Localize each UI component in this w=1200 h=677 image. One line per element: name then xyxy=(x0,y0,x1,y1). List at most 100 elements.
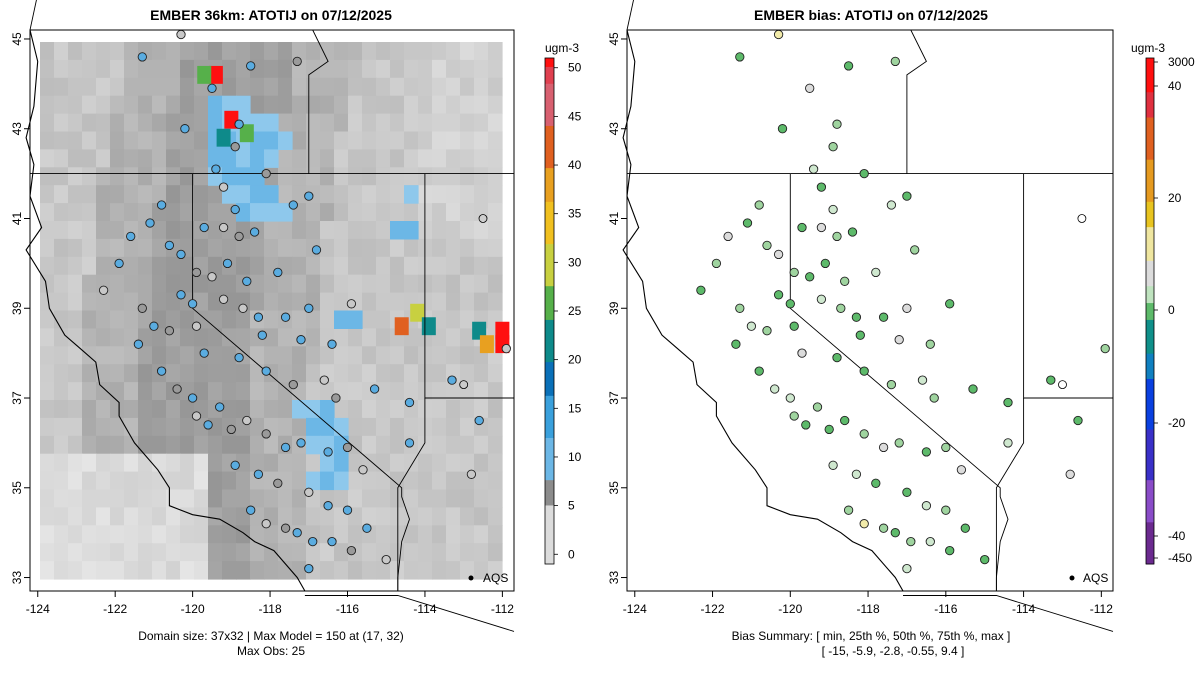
grid-cell xyxy=(264,400,279,419)
grid-cell xyxy=(306,221,321,240)
grid-cell xyxy=(152,149,167,168)
obs-point xyxy=(832,231,842,242)
grid-cell xyxy=(432,167,447,186)
grid-cell xyxy=(124,149,139,168)
right-plot-frame xyxy=(626,29,1114,592)
grid-cell xyxy=(488,435,503,455)
grid-cell xyxy=(208,453,223,473)
grid-cell xyxy=(82,167,97,186)
grid-cell xyxy=(460,131,475,150)
grid-cell xyxy=(180,328,195,347)
colorbar-segment xyxy=(1146,218,1154,228)
obs-point xyxy=(242,415,252,426)
grid-cell xyxy=(376,435,391,455)
grid-cell xyxy=(180,59,195,79)
grid-cell xyxy=(194,543,209,562)
grid-cell xyxy=(82,400,97,419)
grid-cell xyxy=(236,256,251,276)
grid-cell xyxy=(376,238,391,258)
grid-cell xyxy=(208,221,223,240)
grid-cell xyxy=(152,382,167,401)
colorbar-segment xyxy=(545,192,554,202)
grid-cell xyxy=(278,274,293,294)
grid-cell xyxy=(208,42,223,61)
colorbar-segment xyxy=(1146,201,1154,211)
grid-cell xyxy=(306,167,321,186)
grid-cell xyxy=(474,561,489,580)
grid-cell xyxy=(264,292,279,312)
grid-cell xyxy=(376,525,391,544)
grid-cell xyxy=(208,95,223,115)
obs-point xyxy=(878,312,889,322)
grid-cell xyxy=(306,131,321,150)
grid-cell xyxy=(236,95,251,115)
grid-cell xyxy=(82,346,97,365)
grid-cell xyxy=(320,561,335,580)
grid-cell xyxy=(166,149,181,168)
obs-point xyxy=(98,285,109,295)
grid-cell xyxy=(334,543,349,562)
state-boundary xyxy=(192,173,410,591)
grid-cell xyxy=(208,238,223,258)
colorbar-segment xyxy=(545,260,554,270)
grid-cell xyxy=(166,167,181,186)
obs-point xyxy=(902,563,912,574)
grid-cell xyxy=(362,77,377,97)
grid-cell xyxy=(54,274,69,294)
grid-cell xyxy=(180,417,195,437)
grid-cell xyxy=(250,400,265,419)
grid-cell xyxy=(306,256,321,276)
grid-cell xyxy=(348,203,363,222)
grid-cell xyxy=(82,95,97,115)
grid-cell xyxy=(68,292,83,312)
grid-cell xyxy=(278,400,293,419)
grid-cell xyxy=(110,42,125,61)
grid-cell xyxy=(418,95,433,115)
grid-cell xyxy=(110,489,125,508)
grid-cell xyxy=(334,59,349,79)
grid-cell xyxy=(292,77,307,97)
grid-cell xyxy=(96,167,111,186)
obs-point xyxy=(164,326,175,336)
colorbar-tick-label: 20 xyxy=(568,353,582,367)
grid-cell xyxy=(264,382,279,401)
grid-cell xyxy=(40,417,55,437)
grid-cell xyxy=(96,364,111,383)
colorbar-segment xyxy=(1146,66,1154,76)
grid-cell xyxy=(320,221,335,240)
colorbar-segment xyxy=(1146,209,1154,219)
grid-cell xyxy=(40,561,55,580)
grid-cell xyxy=(40,382,55,401)
state-boundary xyxy=(308,29,329,174)
grid-cell xyxy=(432,292,447,312)
grid-cell xyxy=(446,113,461,133)
grid-cell xyxy=(54,185,69,204)
obs-point xyxy=(176,290,186,300)
grid-cell xyxy=(96,417,111,437)
grid-cell xyxy=(404,543,419,562)
grid-cell xyxy=(306,310,321,329)
grid-cell xyxy=(432,221,447,240)
colorbar-segment xyxy=(545,513,554,523)
grid-cell xyxy=(376,400,391,419)
colorbar-segment xyxy=(545,370,554,379)
grid-cell xyxy=(208,292,223,312)
grid-cell xyxy=(180,400,195,419)
grid-cell xyxy=(166,435,181,455)
colorbar-segment xyxy=(1146,311,1154,320)
grid-cell xyxy=(348,310,363,329)
colorbar-segment xyxy=(545,66,554,76)
grid-cell xyxy=(236,149,251,168)
obs-point xyxy=(246,61,256,71)
grid-cell xyxy=(82,543,97,562)
obs-point xyxy=(925,339,935,349)
grid-cell xyxy=(278,453,293,473)
grid-cell xyxy=(446,400,461,419)
grid-cell xyxy=(40,435,55,455)
obs-point xyxy=(711,258,722,269)
grid-cell xyxy=(376,95,391,115)
grid-cell xyxy=(222,507,237,526)
grid-cell xyxy=(54,310,69,329)
grid-cell xyxy=(404,489,419,508)
grid-cell xyxy=(474,364,489,383)
